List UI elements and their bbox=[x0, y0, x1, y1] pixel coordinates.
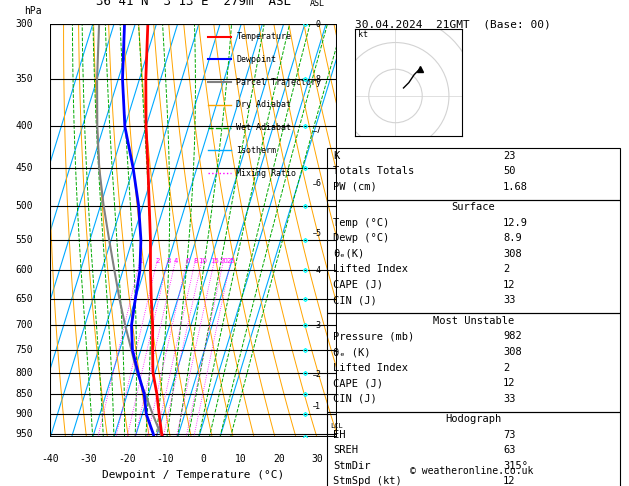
Text: 850: 850 bbox=[16, 389, 33, 399]
Text: -20: -20 bbox=[118, 454, 135, 464]
Text: 600: 600 bbox=[16, 265, 33, 276]
Text: 15: 15 bbox=[210, 259, 220, 264]
Text: 800: 800 bbox=[16, 367, 33, 378]
Text: 400: 400 bbox=[16, 122, 33, 132]
Text: kt: kt bbox=[358, 30, 368, 39]
Text: 2: 2 bbox=[315, 370, 320, 380]
Text: 25: 25 bbox=[227, 259, 236, 264]
Text: Totals Totals: Totals Totals bbox=[333, 166, 415, 176]
Text: 8: 8 bbox=[194, 259, 198, 264]
Text: Dewp (°C): Dewp (°C) bbox=[333, 233, 389, 243]
Text: km
ASL: km ASL bbox=[310, 0, 325, 8]
Text: CIN (J): CIN (J) bbox=[333, 394, 377, 404]
Text: 8: 8 bbox=[315, 74, 320, 84]
Text: SREH: SREH bbox=[333, 445, 359, 455]
Text: θₑ (K): θₑ (K) bbox=[333, 347, 371, 357]
Text: 73: 73 bbox=[503, 430, 516, 440]
Text: 350: 350 bbox=[16, 74, 33, 84]
Text: 700: 700 bbox=[16, 320, 33, 330]
Text: hPa: hPa bbox=[25, 6, 42, 16]
Text: 30.04.2024  21GMT  (Base: 00): 30.04.2024 21GMT (Base: 00) bbox=[355, 19, 551, 30]
Text: 2: 2 bbox=[503, 264, 509, 275]
Text: PW (cm): PW (cm) bbox=[333, 182, 377, 192]
Text: 3: 3 bbox=[315, 321, 320, 330]
Text: Parcel Trajectory: Parcel Trajectory bbox=[237, 78, 321, 87]
Text: 4: 4 bbox=[174, 259, 178, 264]
Text: 1.68: 1.68 bbox=[503, 182, 528, 192]
Text: 33: 33 bbox=[503, 394, 516, 404]
Text: 6: 6 bbox=[315, 179, 320, 188]
Text: -10: -10 bbox=[156, 454, 174, 464]
Text: 750: 750 bbox=[16, 345, 33, 355]
Text: 12: 12 bbox=[503, 476, 516, 486]
Text: 900: 900 bbox=[16, 410, 33, 419]
Text: Most Unstable: Most Unstable bbox=[433, 316, 514, 326]
Text: Wet Adiabat: Wet Adiabat bbox=[237, 123, 291, 132]
Text: Surface: Surface bbox=[452, 202, 495, 212]
Text: 36°41'N  3°13'E  279m  ASL: 36°41'N 3°13'E 279m ASL bbox=[96, 0, 291, 8]
Text: 308: 308 bbox=[503, 249, 522, 259]
Text: 10: 10 bbox=[198, 259, 207, 264]
Text: θₑ(K): θₑ(K) bbox=[333, 249, 365, 259]
Text: Mixing Ratio: Mixing Ratio bbox=[237, 169, 296, 177]
Text: 982: 982 bbox=[503, 331, 522, 342]
Text: 950: 950 bbox=[16, 429, 33, 439]
Text: 50: 50 bbox=[503, 166, 516, 176]
Text: Temperature: Temperature bbox=[237, 32, 291, 41]
Text: 20: 20 bbox=[220, 259, 228, 264]
Text: -30: -30 bbox=[80, 454, 97, 464]
Text: 7: 7 bbox=[315, 126, 320, 136]
Text: LCL: LCL bbox=[330, 423, 343, 429]
Text: CAPE (J): CAPE (J) bbox=[333, 378, 383, 388]
Text: EH: EH bbox=[333, 430, 346, 440]
Text: -40: -40 bbox=[42, 454, 59, 464]
Text: Lifted Index: Lifted Index bbox=[333, 363, 408, 373]
Text: 20: 20 bbox=[274, 454, 285, 464]
Text: © weatheronline.co.uk: © weatheronline.co.uk bbox=[410, 466, 533, 476]
Text: 23: 23 bbox=[503, 151, 516, 161]
Text: 4: 4 bbox=[315, 266, 320, 275]
Text: 33: 33 bbox=[503, 295, 516, 306]
Text: Pressure (mb): Pressure (mb) bbox=[333, 331, 415, 342]
Text: 1: 1 bbox=[315, 402, 320, 411]
Text: 315°: 315° bbox=[503, 461, 528, 471]
Text: 6: 6 bbox=[185, 259, 189, 264]
Text: 10: 10 bbox=[235, 454, 247, 464]
Text: 550: 550 bbox=[16, 235, 33, 244]
Text: Dewpoint: Dewpoint bbox=[237, 55, 276, 64]
Text: 500: 500 bbox=[16, 201, 33, 211]
Text: 5: 5 bbox=[315, 228, 320, 238]
Text: 12: 12 bbox=[503, 378, 516, 388]
Text: CAPE (J): CAPE (J) bbox=[333, 280, 383, 290]
Text: 63: 63 bbox=[503, 445, 516, 455]
Text: CIN (J): CIN (J) bbox=[333, 295, 377, 306]
Text: Temp (°C): Temp (°C) bbox=[333, 218, 389, 228]
Text: 308: 308 bbox=[503, 347, 522, 357]
Text: Dewpoint / Temperature (°C): Dewpoint / Temperature (°C) bbox=[103, 470, 284, 481]
Text: 12: 12 bbox=[503, 280, 516, 290]
Text: 300: 300 bbox=[16, 19, 33, 29]
Text: Lifted Index: Lifted Index bbox=[333, 264, 408, 275]
Text: 30: 30 bbox=[311, 454, 323, 464]
Text: 0: 0 bbox=[200, 454, 206, 464]
Text: 3: 3 bbox=[166, 259, 170, 264]
Text: 2: 2 bbox=[503, 363, 509, 373]
Text: 0: 0 bbox=[315, 20, 320, 29]
Text: 1: 1 bbox=[138, 259, 143, 264]
Text: Isotherm: Isotherm bbox=[237, 146, 276, 155]
Text: 650: 650 bbox=[16, 294, 33, 304]
Text: 8.9: 8.9 bbox=[503, 233, 522, 243]
Text: StmDir: StmDir bbox=[333, 461, 371, 471]
Text: 2: 2 bbox=[155, 259, 160, 264]
Text: 12.9: 12.9 bbox=[503, 218, 528, 228]
Text: StmSpd (kt): StmSpd (kt) bbox=[333, 476, 402, 486]
Text: K: K bbox=[333, 151, 340, 161]
Text: Hodograph: Hodograph bbox=[445, 414, 501, 424]
Bar bbox=[50, 24, 337, 437]
Text: 450: 450 bbox=[16, 163, 33, 174]
Text: Dry Adiabat: Dry Adiabat bbox=[237, 100, 291, 109]
